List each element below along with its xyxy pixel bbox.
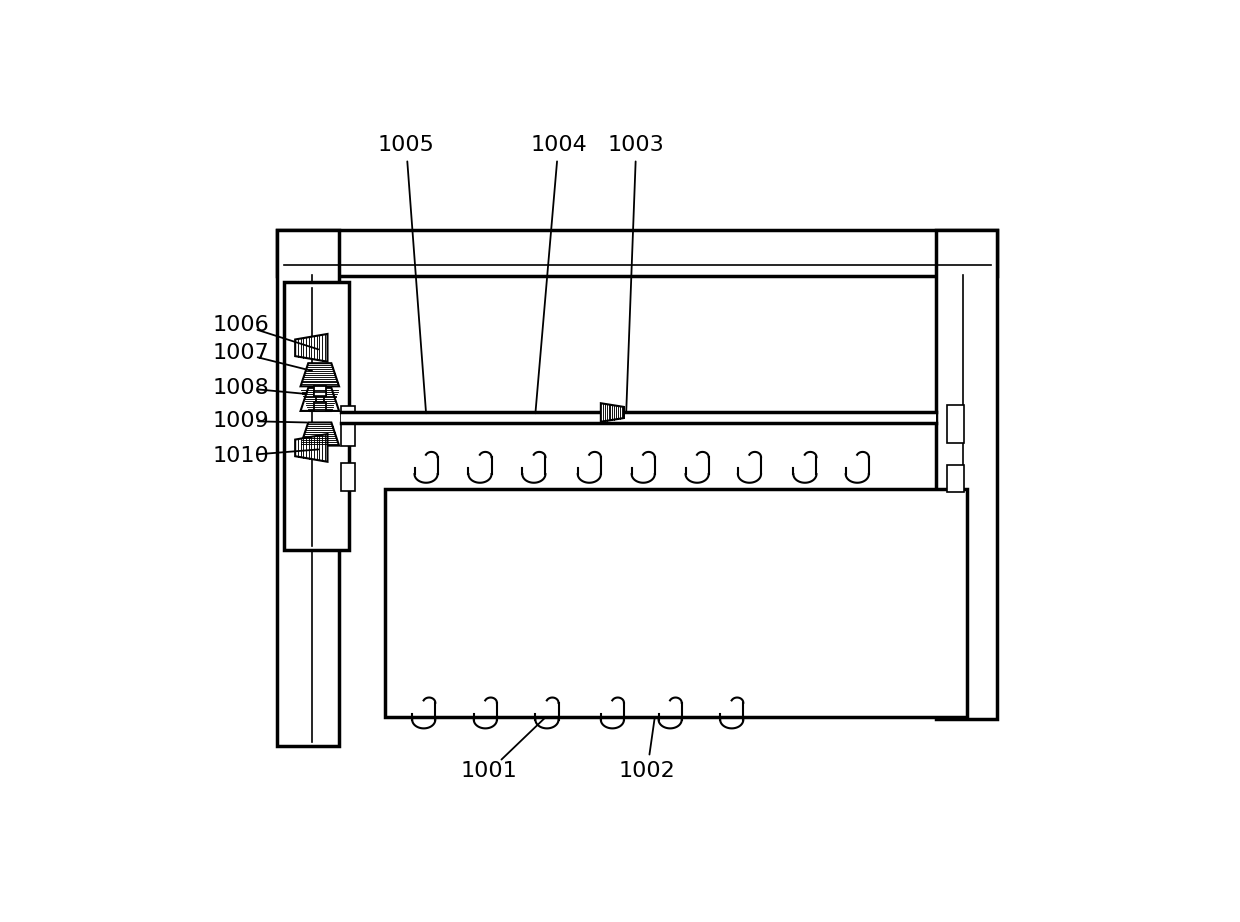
- Bar: [316, 396, 324, 402]
- Bar: [315, 386, 326, 396]
- Text: 1003: 1003: [608, 135, 665, 155]
- Bar: [278, 230, 997, 277]
- Bar: [310, 388, 331, 411]
- Polygon shape: [295, 334, 327, 361]
- Bar: [341, 406, 355, 445]
- Polygon shape: [300, 388, 339, 411]
- Text: 1007: 1007: [213, 343, 269, 363]
- Text: 1005: 1005: [378, 135, 434, 155]
- Bar: [341, 463, 355, 491]
- Bar: [947, 465, 965, 491]
- Bar: [341, 412, 936, 423]
- Bar: [284, 281, 350, 550]
- Bar: [315, 392, 326, 396]
- Bar: [947, 405, 965, 443]
- Text: 1009: 1009: [213, 411, 269, 431]
- Text: 1001: 1001: [461, 762, 517, 781]
- Polygon shape: [601, 403, 624, 421]
- Text: 1004: 1004: [531, 135, 587, 155]
- Text: 1010: 1010: [213, 445, 269, 466]
- Polygon shape: [295, 434, 327, 462]
- Text: 1008: 1008: [213, 378, 269, 397]
- Bar: [315, 402, 326, 411]
- Polygon shape: [300, 422, 339, 445]
- Text: 1002: 1002: [619, 762, 676, 781]
- Bar: [278, 230, 339, 746]
- Text: 1006: 1006: [213, 314, 269, 335]
- Polygon shape: [300, 363, 339, 386]
- Bar: [386, 490, 967, 716]
- Bar: [936, 230, 997, 719]
